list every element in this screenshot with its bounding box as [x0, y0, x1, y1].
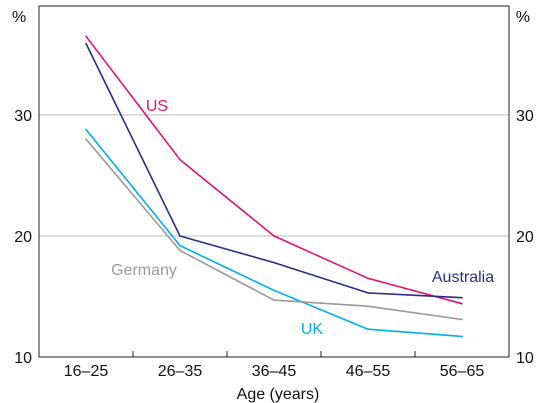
x-tick-label: 56–65 [440, 363, 485, 380]
data-point-us [367, 277, 369, 280]
x-tick-label: 36–45 [252, 363, 297, 380]
gridlines [39, 114, 509, 237]
data-point-australia [461, 296, 463, 299]
data-point-us [179, 158, 181, 161]
data-point-germany [85, 138, 87, 140]
x-tick-label: 46–55 [346, 363, 391, 380]
series-label-germany: Germany [111, 262, 177, 279]
data-point-uk [461, 335, 463, 338]
data-point-germany [179, 249, 181, 252]
y-tick-label-left: 10 [14, 350, 32, 367]
y-tick-label-left: 30 [14, 108, 32, 125]
data-point-us [273, 235, 275, 237]
series-line-germany [85, 138, 463, 321]
data-point-germany [367, 305, 369, 307]
series-lines [85, 35, 463, 338]
data-point-australia [179, 235, 181, 237]
y-axis-unit-left: % [12, 9, 26, 26]
data-point-germany [273, 299, 275, 301]
y-axis-ticks: 10 10 20 20 30 30 [14, 108, 534, 367]
data-point-uk [85, 128, 87, 131]
data-point-uk [273, 289, 275, 292]
data-point-germany [461, 318, 463, 321]
y-tick-label-left: 20 [14, 229, 32, 246]
data-point-us [85, 35, 87, 38]
series-label-uk: UK [301, 321, 324, 338]
y-tick-label-right: 10 [516, 350, 534, 367]
x-axis-ticks: 16–25 26–35 36–45 46–55 56–65 [64, 351, 485, 380]
x-tick-label: 16–25 [64, 363, 109, 380]
plot-frame [38, 5, 510, 358]
data-point-us [461, 302, 463, 305]
series-label-australia: Australia [432, 269, 494, 286]
data-point-uk [367, 328, 369, 330]
data-point-uk [179, 244, 181, 247]
series-line-australia [85, 43, 463, 299]
y-tick-label-right: 20 [516, 229, 534, 246]
data-point-australia [367, 292, 369, 294]
series-label-us: US [146, 98, 168, 115]
series-labels: US Australia UK Germany [111, 98, 494, 338]
x-axis-label: Age (years) [237, 386, 320, 403]
data-point-australia [85, 42, 87, 45]
y-axis-unit-right: % [516, 9, 530, 26]
y-tick-label-right: 30 [516, 108, 534, 125]
x-tick-label: 26–35 [158, 363, 203, 380]
data-point-australia [273, 261, 275, 264]
